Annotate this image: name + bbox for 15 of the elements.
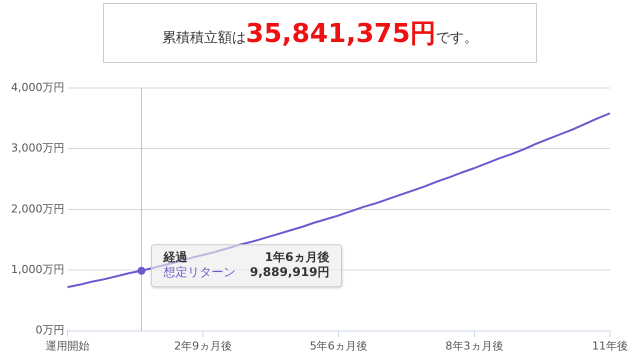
series-label: 想定リターン (162, 264, 236, 279)
x-tick-label: 2年9ヵ月後 (174, 339, 232, 352)
chart-title: 累積積立額は35,841,375円です。 (162, 18, 478, 48)
annotation: 経過 (162, 250, 188, 264)
annotation: 1年6ヵ月後 (264, 250, 330, 264)
x-tick-label: 8年3ヵ月後 (445, 339, 504, 352)
y-tick-label: 0万円 (35, 324, 64, 337)
y-tick-label: 1,000万円 (10, 262, 64, 276)
y-tick-label: 3,000万円 (10, 142, 64, 155)
x-tick-label: 11年後 (592, 339, 628, 352)
x-tick-label: 運用開始 (45, 339, 90, 352)
x-tick-label: 5年6ヵ月後 (310, 339, 368, 352)
annotation: 9,889,919円 (250, 264, 330, 279)
y-tick-label: 2,000万円 (10, 202, 64, 216)
y-tick-label: 4,000万円 (10, 80, 64, 94)
